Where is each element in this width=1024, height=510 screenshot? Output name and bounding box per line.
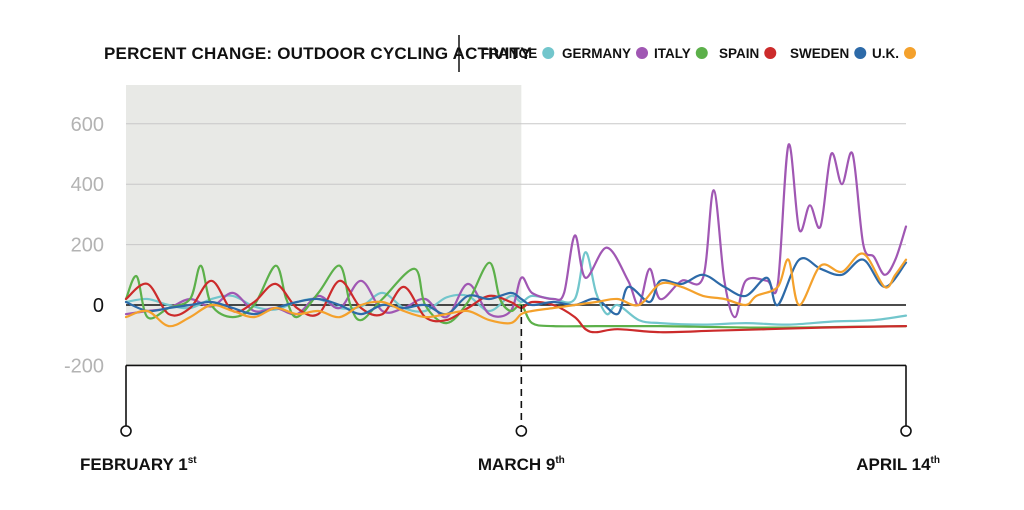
legend-label: SWEDEN	[790, 46, 849, 61]
legend-item-france: FRANCE	[481, 46, 555, 61]
series-lines	[124, 143, 908, 334]
y-tick-label: 400	[71, 174, 104, 196]
legend-swatch	[695, 47, 708, 59]
legend-label: U.K.	[872, 46, 899, 61]
legend-label: ITALY	[654, 46, 691, 61]
y-tick-label: 600	[71, 114, 104, 136]
series-line-france	[124, 251, 908, 326]
legend-swatch	[542, 47, 555, 59]
legend: FRANCE GERMANY ITALY SPAIN SWEDEN U.K.	[481, 46, 916, 61]
legend-swatch	[854, 47, 867, 59]
timeline-marker	[120, 425, 132, 437]
series-line-u-k	[124, 252, 908, 328]
series-line-germany	[124, 143, 908, 319]
legend-item-italy: ITALY	[654, 46, 708, 61]
legend-swatch	[764, 47, 777, 59]
chart-title: PERCENT CHANGE: OUTDOOR CYCLING ACTIVITY	[104, 44, 532, 63]
date-suffix: th	[555, 455, 564, 466]
date-suffix: th	[931, 455, 940, 466]
series-line-italy	[124, 261, 908, 329]
date-suffix: st	[188, 455, 198, 466]
legend-swatch	[636, 47, 649, 59]
date-label: MARCH 9th	[478, 455, 565, 474]
y-tick-label: 200	[71, 235, 104, 257]
timeline-marker	[900, 425, 912, 437]
legend-item-germany: GERMANY	[562, 46, 649, 61]
legend-item-sweden: SWEDEN	[790, 46, 867, 61]
legend-item-u-k: U.K.	[872, 46, 916, 61]
date-label: APRIL 14th	[856, 455, 940, 474]
timeline-marker	[515, 425, 528, 437]
legend-label: SPAIN	[719, 46, 759, 61]
date-label: FEBRUARY 1st	[80, 455, 197, 474]
legend-swatch	[904, 47, 916, 59]
legend-item-spain: SPAIN	[719, 46, 777, 61]
y-tick-label: -200	[64, 355, 104, 377]
y-axis-tick-labels: 600 400 200 0 -200	[64, 114, 104, 378]
legend-label: FRANCE	[481, 46, 537, 61]
legend-label: GERMANY	[562, 46, 631, 61]
y-tick-label: 0	[93, 295, 104, 317]
timeline: FEBRUARY 1st MARCH 9th APRIL 14th	[80, 305, 940, 474]
pre-lockdown-shaded-region	[126, 85, 522, 366]
